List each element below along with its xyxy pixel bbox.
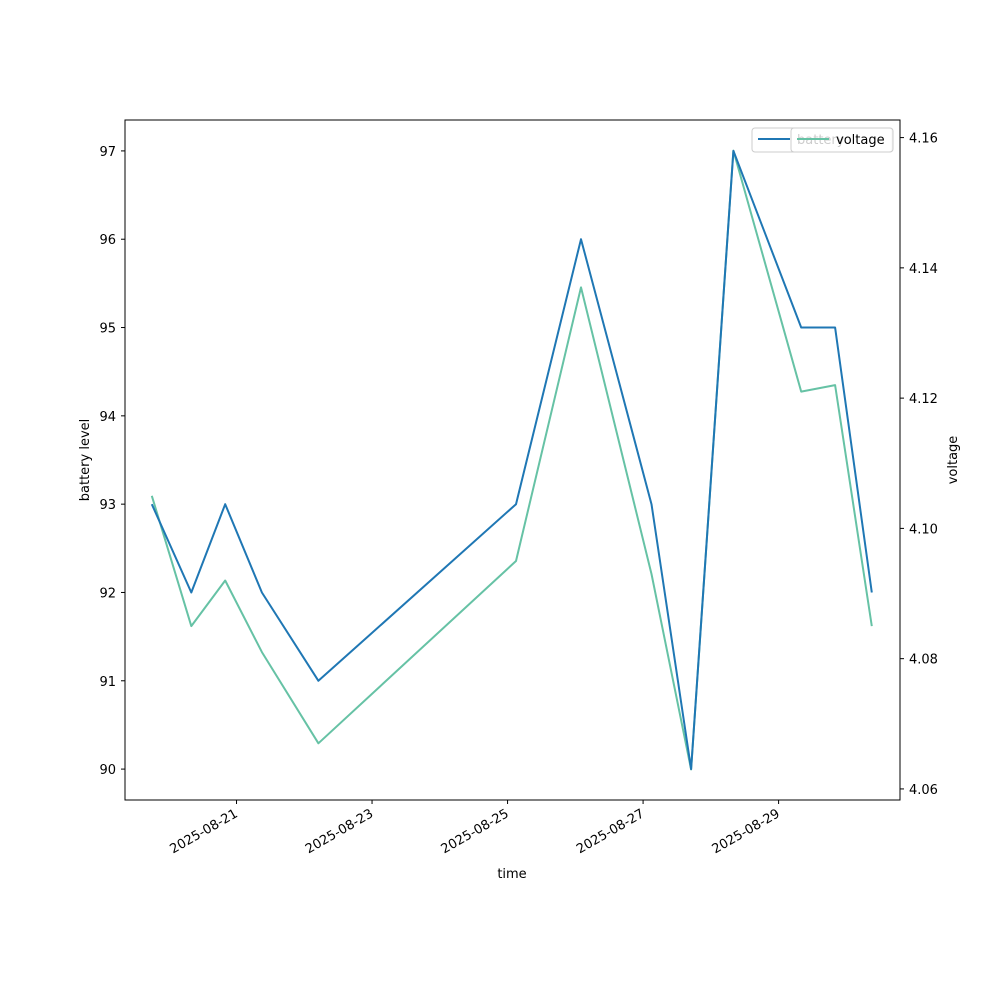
right-y-tick-label: 4.14 xyxy=(909,262,938,277)
legend-voltage-box xyxy=(790,127,894,153)
right-y-tick-label: 4.16 xyxy=(909,132,938,147)
left-y-tick-label: 97 xyxy=(99,145,116,160)
right-y-axis-label: voltage xyxy=(946,436,961,485)
left-y-tick-label: 94 xyxy=(99,410,116,425)
right-y-tick-label: 4.12 xyxy=(909,392,938,407)
left-y-tick-label: 90 xyxy=(99,763,116,778)
legend-voltage: voltage xyxy=(790,127,894,153)
left-y-tick-label: 93 xyxy=(99,498,116,513)
left-y-tick-label: 92 xyxy=(99,586,116,601)
x-axis-label: time xyxy=(497,867,526,882)
legend-voltage-label: voltage xyxy=(836,133,885,148)
right-y-tick-label: 4.10 xyxy=(909,522,938,537)
series-line-battery xyxy=(150,149,873,771)
left-y-axis: 90 91 92 93 94 95 96 97 xyxy=(99,145,125,778)
left-y-tick-label: 95 xyxy=(99,322,116,337)
right-y-tick-label: 4.06 xyxy=(909,783,938,798)
left-y-tick-label: 91 xyxy=(99,675,116,690)
series-line-voltage xyxy=(150,149,873,771)
left-y-tick-label: 96 xyxy=(99,233,116,248)
right-y-tick-label: 4.08 xyxy=(909,653,938,668)
left-y-axis-label: battery level xyxy=(78,419,93,502)
plot-frame xyxy=(124,119,901,801)
series-layer xyxy=(150,149,873,771)
right-y-axis: 4.06 4.08 4.10 4.12 4.14 4.16 xyxy=(900,132,938,798)
